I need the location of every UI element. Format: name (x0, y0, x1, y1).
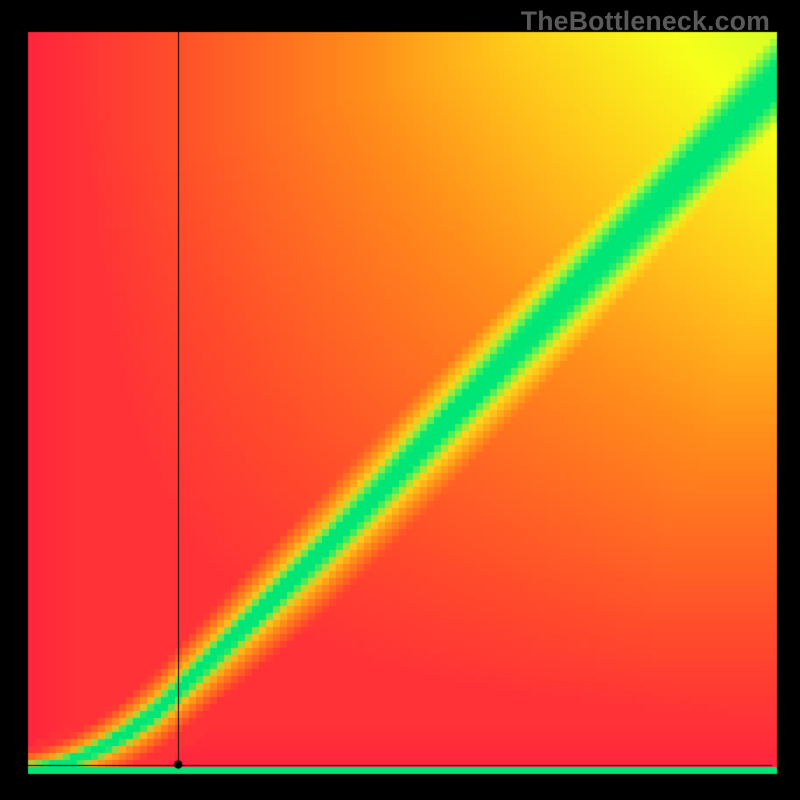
chart-container: TheBottleneck.com (0, 0, 800, 800)
heatmap-canvas (0, 0, 800, 800)
watermark-text: TheBottleneck.com (521, 6, 770, 37)
